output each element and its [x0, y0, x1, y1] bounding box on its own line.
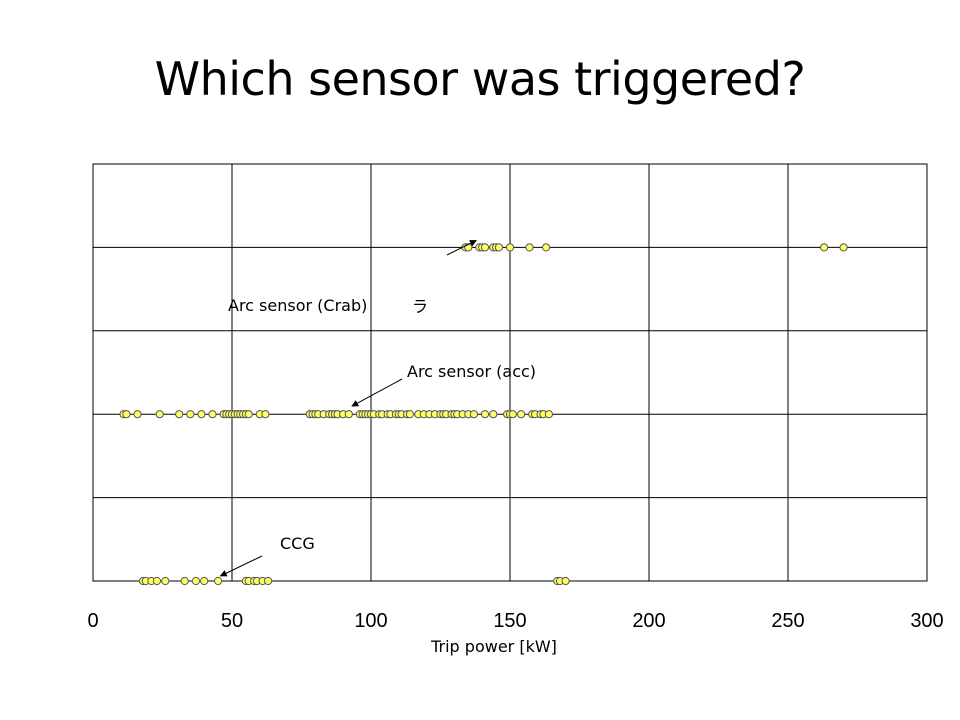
data-point: [152, 576, 161, 586]
data-point: [180, 576, 189, 586]
x-tick-labels: 0 50 100 150 200 250 300: [87, 610, 943, 632]
annotation-arrow-acc: [351, 378, 403, 407]
annotation-arc-sensor-crab: Arc sensor (Crab): [228, 296, 367, 315]
data-point: [155, 410, 164, 419]
data-point: [469, 410, 478, 419]
annotation-ccg: CCG: [280, 534, 315, 553]
annotation-arrow-ccg: [219, 555, 263, 577]
x-axis-label: Trip power [kW]: [430, 637, 557, 656]
data-point: [489, 410, 498, 419]
data-point: [542, 243, 551, 252]
data-point: [191, 576, 200, 586]
data-point: [561, 576, 570, 586]
data-point: [505, 243, 515, 252]
data-point: [525, 243, 534, 252]
data-point: [405, 410, 414, 419]
data-point: [200, 576, 209, 586]
x-tick-label: 300: [910, 610, 943, 632]
data-point: [214, 576, 223, 586]
data-point: [244, 410, 253, 419]
x-tick-label: 0: [87, 610, 98, 632]
data-point: [133, 410, 142, 419]
x-tick-label: 200: [632, 610, 665, 632]
stray-glyph: ラ: [412, 297, 428, 316]
data-point: [480, 410, 490, 419]
data-point: [820, 243, 829, 252]
x-tick-label: 150: [493, 610, 526, 632]
annotations: Arc sensor (Crab) ラ Arc sensor (acc) CCG: [219, 239, 536, 577]
data-point: [175, 410, 184, 419]
data-point: [161, 576, 170, 586]
data-point: [344, 410, 353, 419]
data-point: [122, 410, 131, 419]
data-point: [494, 243, 503, 252]
series-ccg: [138, 576, 570, 586]
x-tick-label: 50: [221, 610, 243, 632]
data-point: [186, 410, 195, 419]
data-point: [197, 410, 206, 419]
slide-title: Which sensor was triggered?: [154, 52, 806, 106]
annotation-arc-sensor-acc: Arc sensor (acc): [407, 362, 536, 381]
data-point: [508, 410, 517, 419]
x-tick-label: 250: [771, 610, 804, 632]
data-point: [544, 410, 554, 419]
data-point: [480, 243, 490, 252]
data-point: [208, 410, 217, 419]
data-point: [264, 576, 273, 586]
data-points: [119, 243, 848, 586]
annotation-arrow-crab: [446, 239, 477, 256]
data-point: [261, 410, 270, 419]
x-tick-label: 100: [354, 610, 387, 632]
data-point: [517, 410, 526, 419]
series-arc-sensor-acc: [119, 410, 554, 419]
data-point: [839, 243, 848, 252]
